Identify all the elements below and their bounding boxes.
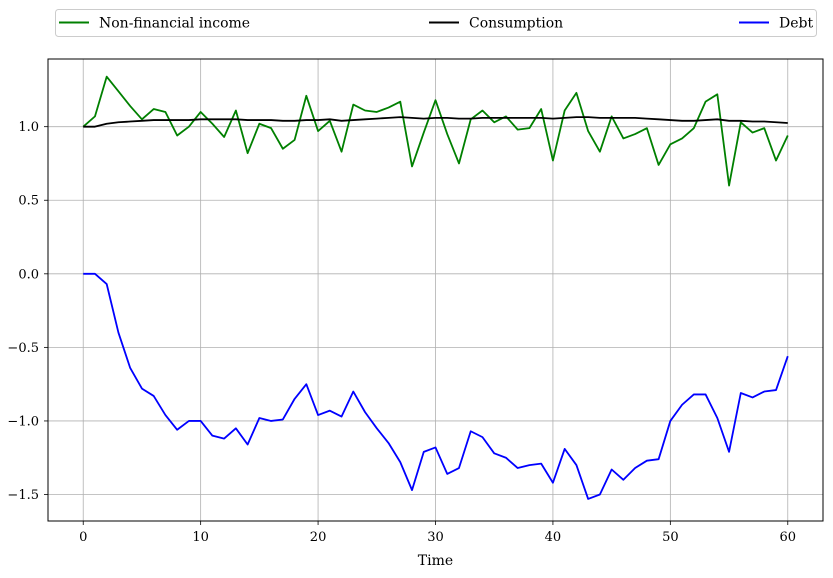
y-tick-label: 1.0 xyxy=(18,120,39,135)
series-lines xyxy=(82,75,789,500)
x-tick-label: 50 xyxy=(662,530,679,545)
series-line-consumption xyxy=(83,116,788,128)
y-tick-label: 0.5 xyxy=(18,194,39,209)
series-line-non-financial-income xyxy=(82,75,789,187)
y-axis: −1.5 −1.0 −0.5 0.0 0.5 1.0 xyxy=(7,120,48,503)
x-tick-label: 20 xyxy=(310,530,327,545)
y-tick-label: 0.0 xyxy=(18,267,39,282)
x-axis-label: Time xyxy=(418,553,453,569)
x-tick-label: 0 xyxy=(79,530,87,545)
y-tick-label: −1.5 xyxy=(7,488,39,503)
legend-label-consumption: Consumption xyxy=(469,16,563,32)
series-line-debt xyxy=(83,272,789,500)
x-tick-label: 30 xyxy=(427,530,444,545)
y-tick-label: −1.0 xyxy=(7,414,39,429)
x-axis: 0 10 20 30 40 50 60 xyxy=(79,521,796,545)
x-tick-label: 60 xyxy=(779,530,796,545)
x-tick-label: 40 xyxy=(545,530,562,545)
x-tick-label: 10 xyxy=(192,530,209,545)
legend: Non-financial income Consumption Debt xyxy=(55,9,817,37)
legend-label-non-financial-income: Non-financial income xyxy=(99,16,250,32)
y-tick-label: −0.5 xyxy=(7,341,39,356)
legend-label-debt: Debt xyxy=(779,16,813,32)
